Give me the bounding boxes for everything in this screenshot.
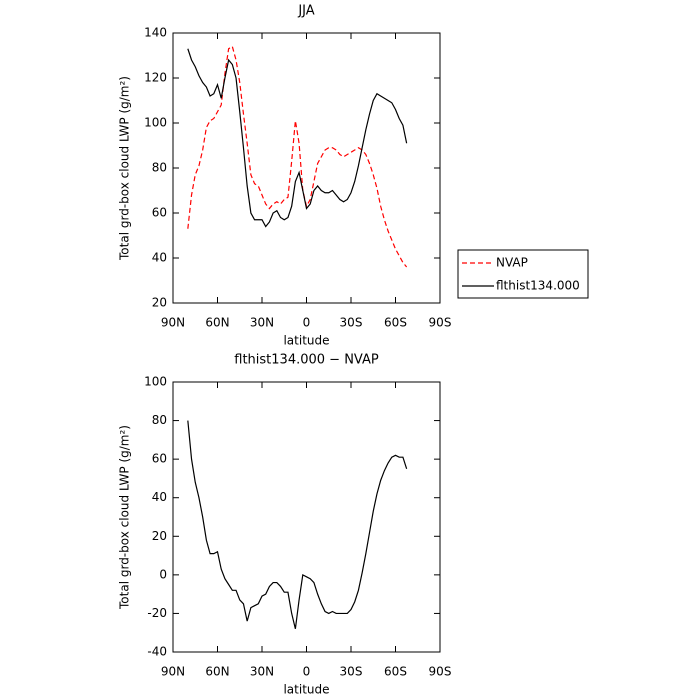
x-tick-label: 60N bbox=[205, 665, 229, 679]
chart-title: flthist134.000 − NVAP bbox=[234, 353, 379, 368]
x-tick-label: 60S bbox=[384, 665, 407, 679]
plot-frame bbox=[172, 381, 441, 653]
y-tick-label: 60 bbox=[152, 452, 167, 466]
y-tick-label: 20 bbox=[152, 529, 167, 543]
y-tick-label: -40 bbox=[147, 645, 167, 659]
x-tick-label: 30S bbox=[340, 316, 363, 330]
y-tick-label: 140 bbox=[144, 26, 167, 40]
y-tick-label: 100 bbox=[144, 375, 167, 389]
y-tick-label: 80 bbox=[152, 161, 167, 175]
legend-box bbox=[457, 249, 589, 299]
x-tick-label: 30S bbox=[340, 665, 363, 679]
legend-label: NVAP bbox=[496, 256, 528, 270]
y-tick-label: 0 bbox=[159, 567, 167, 581]
x-tick-label: 30N bbox=[250, 665, 274, 679]
data-line bbox=[187, 45, 408, 268]
y-tick-label: 80 bbox=[152, 413, 167, 427]
x-axis-label: latitude bbox=[283, 334, 329, 348]
y-axis-label: Total grd-box cloud LWP (g/m²) bbox=[118, 76, 132, 261]
x-tick-label: 60N bbox=[205, 316, 229, 330]
x-tick-label: 60S bbox=[384, 316, 407, 330]
chart-title: JJA bbox=[297, 4, 314, 19]
x-tick-label: 90N bbox=[161, 316, 185, 330]
y-tick-label: 100 bbox=[144, 116, 167, 130]
data-line bbox=[187, 420, 408, 630]
legend-label: flthist134.000 bbox=[496, 279, 580, 293]
y-tick-label: 40 bbox=[152, 251, 167, 265]
x-tick-label: 0 bbox=[303, 316, 311, 330]
data-line bbox=[187, 48, 408, 228]
y-tick-label: 20 bbox=[152, 296, 167, 310]
plot-frame bbox=[172, 32, 441, 304]
x-tick-label: 90S bbox=[429, 316, 452, 330]
y-tick-label: -20 bbox=[147, 606, 167, 620]
x-axis-label: latitude bbox=[283, 683, 329, 697]
y-tick-label: 120 bbox=[144, 71, 167, 85]
y-axis-label: Total grd-box cloud LWP (g/m²) bbox=[118, 425, 132, 610]
y-tick-label: 40 bbox=[152, 490, 167, 504]
x-tick-label: 90S bbox=[429, 665, 452, 679]
x-tick-label: 30N bbox=[250, 316, 274, 330]
x-tick-label: 90N bbox=[161, 665, 185, 679]
x-tick-label: 0 bbox=[303, 665, 311, 679]
y-tick-label: 60 bbox=[152, 206, 167, 220]
